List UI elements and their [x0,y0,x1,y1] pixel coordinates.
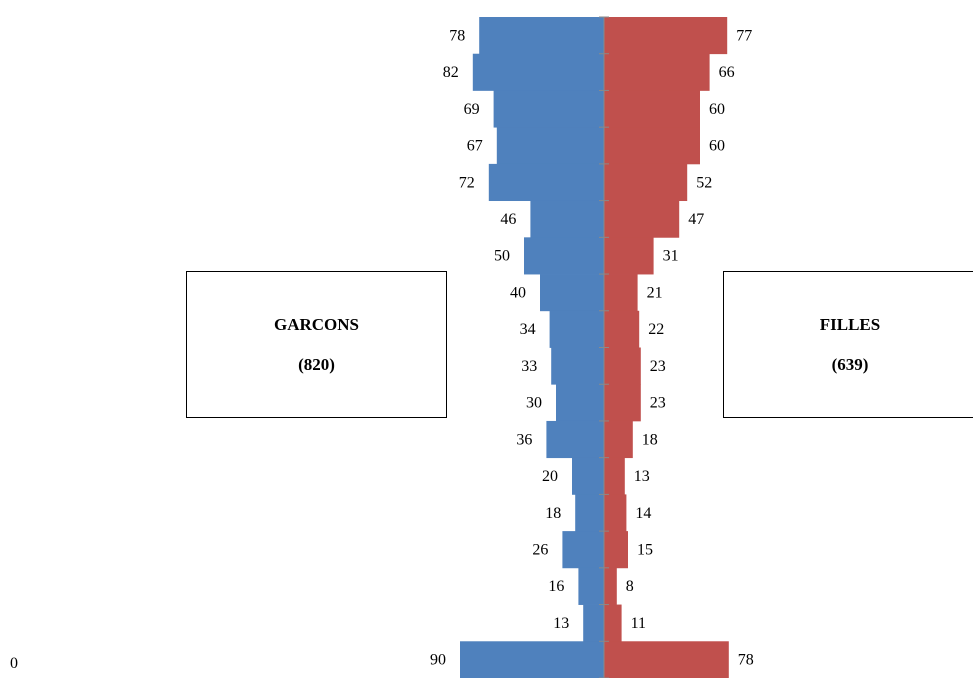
filles-bar [604,494,627,532]
garcons-bars [460,17,604,678]
garcons-legend-box: GARCONS (820) [186,271,447,418]
garcons-value-label: 69 [464,101,480,118]
garcons-bar [530,200,604,238]
garcons-value-label: 30 [526,395,542,412]
filles-bar [604,457,625,495]
filles-bar [604,347,641,385]
filles-bar [604,127,700,165]
filles-value-label: 78 [738,652,754,669]
filles-bar [604,17,728,55]
filles-value-label: 60 [709,138,725,155]
garcons-value-label: 46 [500,211,516,228]
filles-value-label: 8 [626,578,634,595]
x-axis-zero-label: 0 [10,655,18,672]
garcons-bar [578,567,604,605]
garcons-value-label: 78 [449,27,465,44]
filles-value-label: 52 [696,174,712,191]
garcons-bar [488,163,604,202]
filles-value-label: 13 [634,468,650,485]
filles-bar [604,641,729,678]
garcons-value-label: 16 [548,578,564,595]
garcons-bar [540,274,604,312]
filles-bar [604,567,617,605]
filles-total: (639) [831,354,869,374]
filles-bar [604,531,628,569]
filles-bar [604,604,622,642]
garcons-label: GARCONS [273,314,359,334]
filles-value-label: 22 [648,321,664,338]
garcons-bar [572,457,604,495]
garcons-value-label: 50 [494,248,510,265]
garcons-value-label: 34 [520,321,536,338]
filles-value-label: 11 [631,615,646,632]
filles-value-label: 66 [719,64,735,81]
garcons-value-label: 13 [553,615,569,632]
filles-bar [604,274,638,312]
filles-bar [604,384,641,422]
garcons-value-label: 20 [542,468,558,485]
garcons-value-label: 26 [532,541,548,558]
filles-value-label: 47 [688,211,704,228]
garcons-value-label: 67 [467,138,483,155]
filles-bars [604,17,729,678]
garcons-value-label: 36 [516,431,532,448]
garcons-value-label: 33 [521,358,537,375]
garcons-bar [496,127,604,165]
filles-value-label: 77 [736,27,752,44]
garcons-value-label: 72 [459,174,475,191]
garcons-bar [472,53,604,91]
filles-bar [604,237,654,275]
garcons-bar [549,310,604,348]
garcons-bar [556,384,604,422]
filles-value-label: 18 [642,431,658,448]
filles-value-label: 60 [709,101,725,118]
filles-bar [604,420,633,459]
garcons-data-labels: 78 82 69 67 72 46 50 40 34 33 30 36 20 18 26 16 13 90 [430,27,569,668]
garcons-value-label: 40 [510,284,526,301]
filles-value-label: 23 [650,395,666,412]
garcons-bar [546,420,604,459]
filles-legend-box: FILLES (639) [723,271,973,418]
garcons-value-label: 82 [443,64,459,81]
garcons-bar [575,494,604,532]
garcons-value-label: 90 [430,652,446,669]
garcons-bar [460,641,604,678]
filles-bar [604,90,700,128]
filles-value-label: 15 [637,541,653,558]
garcons-bar [493,90,604,128]
garcons-bar [562,531,604,569]
filles-label: FILLES [819,314,881,334]
garcons-bar [583,604,604,642]
center-axis [599,16,609,678]
filles-data-labels: 77 66 60 60 52 47 31 21 22 23 23 18 13 14 15 8 11 78 [626,27,754,668]
filles-value-label: 23 [650,358,666,375]
garcons-bar [479,17,604,55]
filles-bar [604,200,680,238]
filles-value-label: 21 [647,284,663,301]
filles-value-label: 31 [663,248,679,265]
filles-bar [604,53,710,91]
filles-bar [604,310,640,348]
filles-bar [604,163,688,202]
garcons-total: (820) [298,354,335,374]
filles-value-label: 14 [635,505,651,522]
garcons-bar [551,347,604,385]
garcons-value-label: 18 [545,505,561,522]
garcons-bar [524,237,604,275]
